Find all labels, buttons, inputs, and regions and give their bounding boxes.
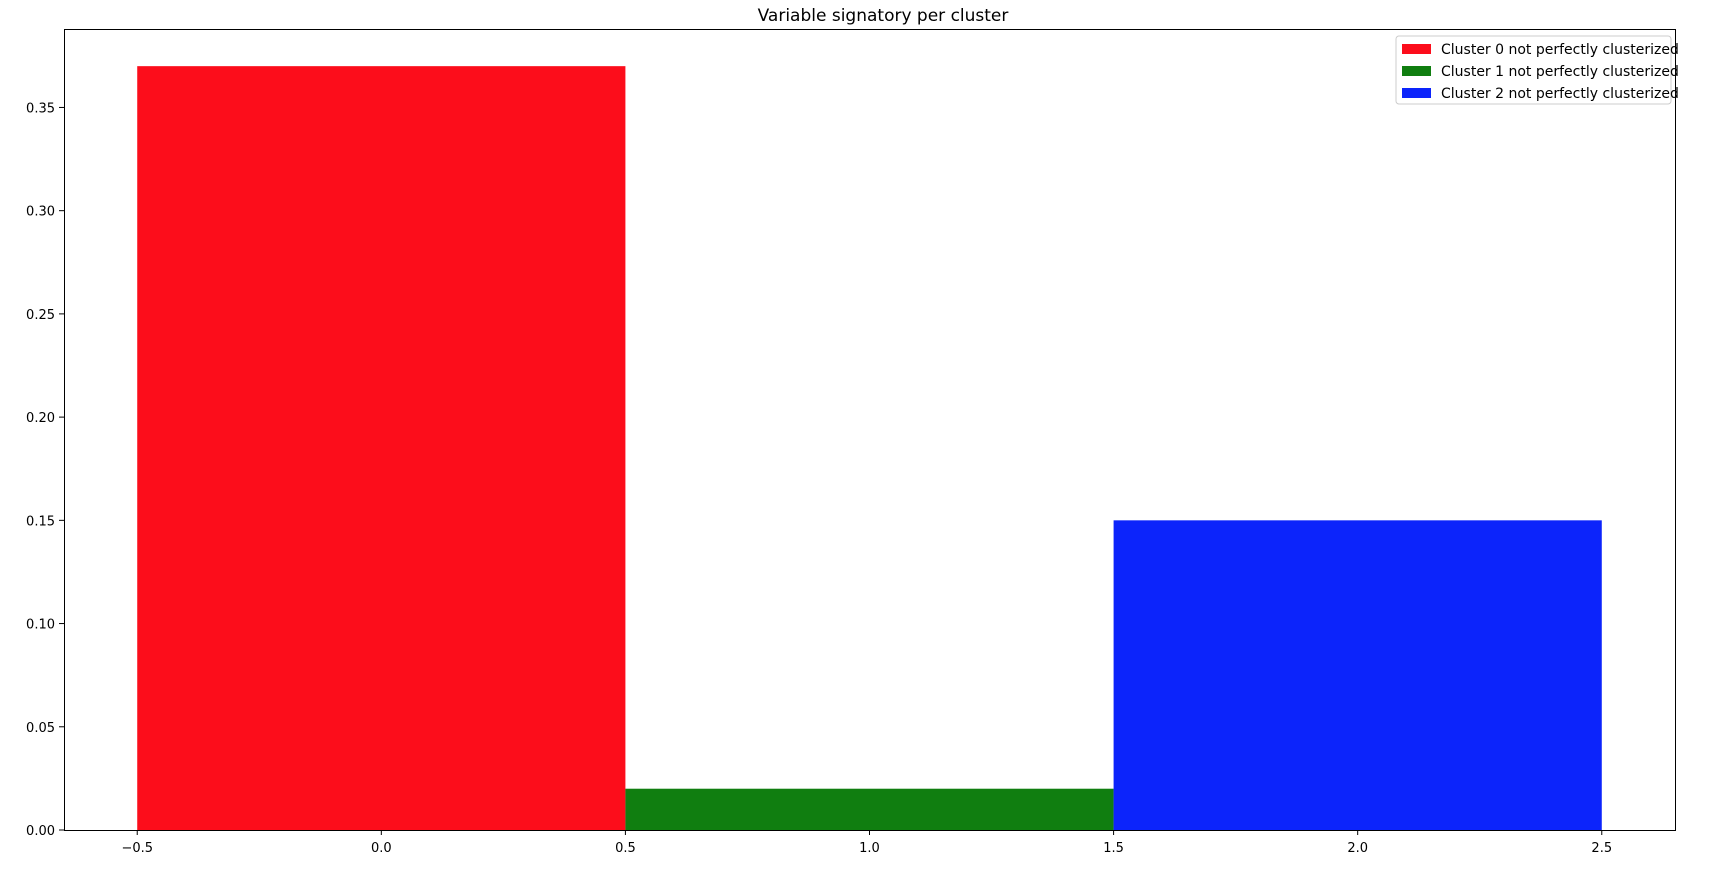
x-tick-label: 2.0 [1347, 841, 1368, 856]
x-tick-label: 2.5 [1591, 841, 1612, 856]
chart-title: Variable signatory per cluster [758, 6, 1009, 26]
y-tick-label: 0.35 [26, 101, 55, 116]
bar-cluster-0 [137, 66, 626, 830]
legend-label: Cluster 2 not perfectly clusterized [1441, 86, 1679, 102]
y-tick-label: 0.05 [26, 721, 55, 736]
y-tick-label: 0.25 [26, 308, 55, 323]
legend-swatch [1402, 44, 1431, 54]
legend-label: Cluster 1 not perfectly clusterized [1441, 64, 1679, 80]
bar-cluster-1 [625, 788, 1114, 830]
x-tick-label: 1.0 [859, 841, 880, 856]
plot-frame [64, 29, 1676, 831]
x-axis: −0.5 0.0 0.5 1.0 1.5 2.0 2.5 [121, 830, 1612, 856]
x-tick-label: 0.5 [615, 841, 636, 856]
x-tick-label: 1.5 [1103, 841, 1124, 856]
bar-cluster-2 [1113, 520, 1602, 830]
y-axis: 0.00 0.05 0.10 0.15 0.20 0.25 0.30 0.35 [26, 101, 64, 839]
bars-group [137, 66, 1602, 830]
y-tick-label: 0.30 [26, 205, 55, 220]
x-tick-label: 0.0 [371, 841, 392, 856]
legend-label: Cluster 0 not perfectly clusterized [1441, 42, 1679, 58]
legend-swatch [1402, 88, 1431, 98]
y-tick-label: 0.10 [26, 618, 55, 633]
x-tick-label: −0.5 [121, 841, 153, 856]
legend: Cluster 0 not perfectly clusterized Clust… [1395, 35, 1679, 105]
y-tick-label: 0.15 [26, 514, 55, 529]
y-tick-label: 0.20 [26, 411, 55, 426]
legend-box [1395, 35, 1672, 105]
y-tick-label: 0.00 [26, 824, 55, 839]
legend-swatch [1402, 66, 1431, 76]
